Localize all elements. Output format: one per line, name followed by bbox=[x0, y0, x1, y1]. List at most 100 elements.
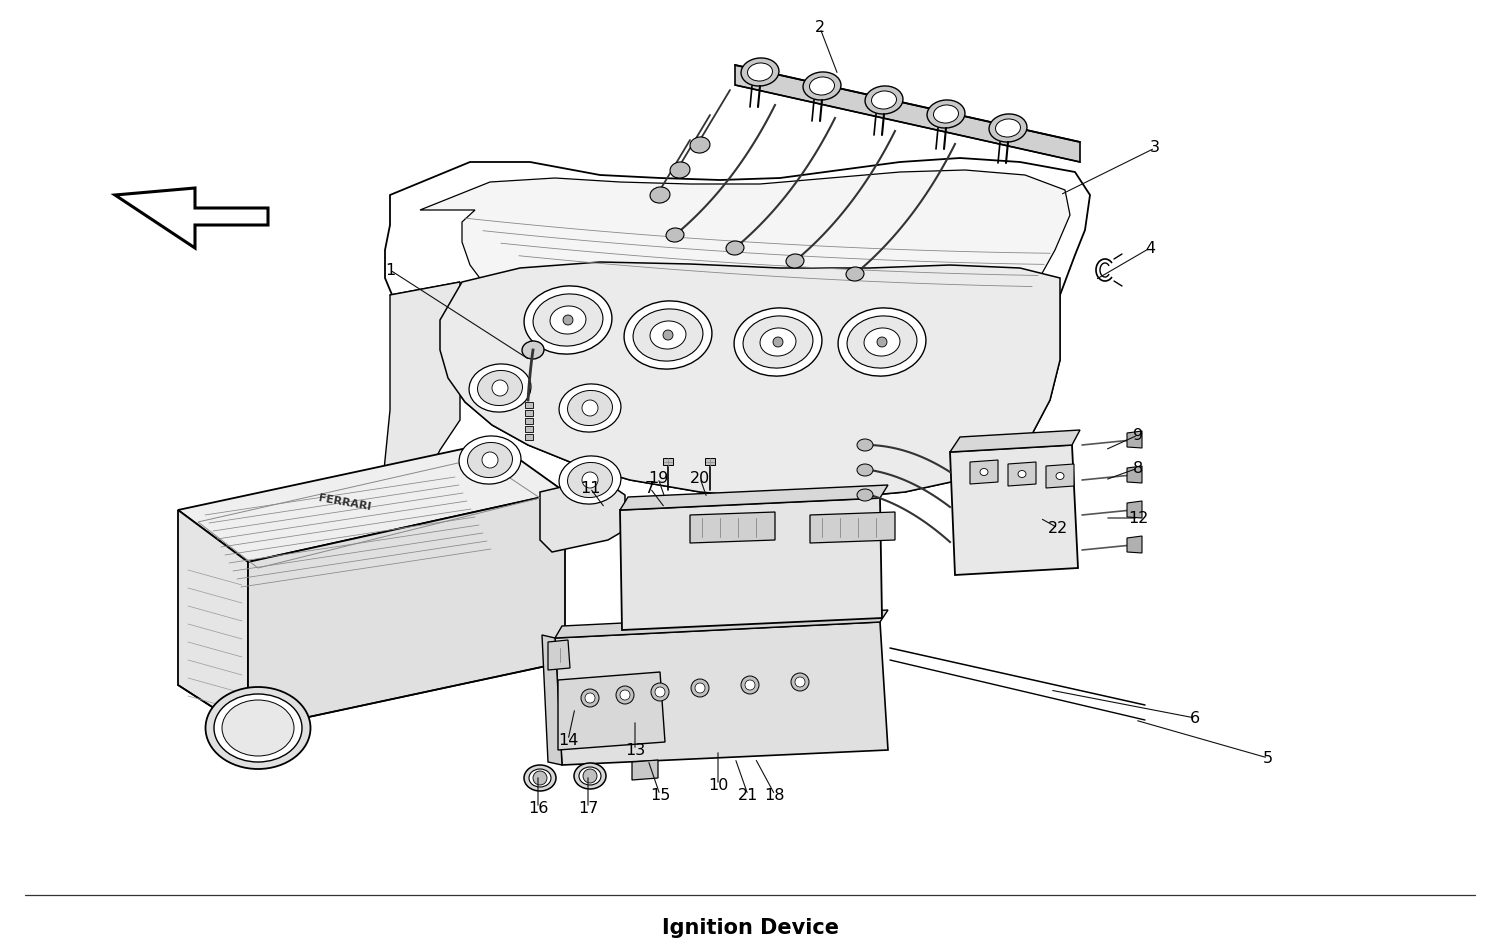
Circle shape bbox=[795, 677, 806, 687]
Ellipse shape bbox=[524, 286, 612, 354]
Ellipse shape bbox=[760, 328, 796, 356]
Ellipse shape bbox=[786, 254, 804, 268]
Text: 19: 19 bbox=[648, 470, 668, 485]
Ellipse shape bbox=[459, 436, 520, 484]
Ellipse shape bbox=[839, 307, 926, 377]
Circle shape bbox=[692, 679, 709, 697]
Text: 20: 20 bbox=[690, 470, 709, 485]
Polygon shape bbox=[178, 510, 248, 730]
Ellipse shape bbox=[747, 63, 772, 81]
Ellipse shape bbox=[810, 77, 834, 95]
Ellipse shape bbox=[530, 769, 550, 787]
Text: 17: 17 bbox=[578, 800, 598, 815]
Polygon shape bbox=[690, 512, 776, 543]
Polygon shape bbox=[540, 478, 626, 552]
Polygon shape bbox=[1126, 466, 1142, 483]
Text: 21: 21 bbox=[738, 787, 758, 802]
Text: 18: 18 bbox=[765, 787, 786, 802]
Circle shape bbox=[694, 683, 705, 693]
Ellipse shape bbox=[670, 162, 690, 178]
Polygon shape bbox=[705, 458, 716, 465]
Ellipse shape bbox=[524, 765, 556, 791]
Polygon shape bbox=[548, 640, 570, 670]
Polygon shape bbox=[542, 635, 562, 765]
Polygon shape bbox=[620, 485, 888, 510]
Ellipse shape bbox=[871, 91, 897, 109]
Text: 8: 8 bbox=[1132, 461, 1143, 476]
Text: 11: 11 bbox=[579, 481, 600, 496]
Text: 7: 7 bbox=[645, 481, 656, 496]
Ellipse shape bbox=[650, 321, 686, 349]
Polygon shape bbox=[1126, 536, 1142, 553]
Polygon shape bbox=[248, 492, 566, 730]
Ellipse shape bbox=[690, 137, 709, 153]
Ellipse shape bbox=[567, 391, 612, 426]
Circle shape bbox=[584, 769, 597, 783]
Ellipse shape bbox=[560, 456, 621, 504]
Ellipse shape bbox=[856, 489, 873, 501]
Ellipse shape bbox=[567, 463, 612, 498]
Ellipse shape bbox=[550, 306, 586, 334]
Ellipse shape bbox=[846, 267, 864, 281]
Text: FERRARI: FERRARI bbox=[318, 493, 372, 512]
Ellipse shape bbox=[624, 301, 712, 369]
Ellipse shape bbox=[222, 700, 294, 756]
Ellipse shape bbox=[522, 341, 544, 359]
Polygon shape bbox=[382, 282, 460, 570]
Polygon shape bbox=[663, 458, 674, 465]
Polygon shape bbox=[1046, 464, 1074, 488]
Polygon shape bbox=[555, 622, 888, 765]
Polygon shape bbox=[390, 282, 1060, 498]
Circle shape bbox=[651, 683, 669, 701]
Ellipse shape bbox=[933, 105, 958, 123]
Ellipse shape bbox=[666, 228, 684, 242]
Polygon shape bbox=[620, 498, 882, 630]
Text: 5: 5 bbox=[1263, 750, 1274, 765]
Circle shape bbox=[492, 380, 508, 396]
Polygon shape bbox=[386, 158, 1090, 430]
Ellipse shape bbox=[1019, 470, 1026, 478]
Ellipse shape bbox=[856, 439, 873, 451]
Circle shape bbox=[878, 337, 886, 347]
Polygon shape bbox=[1126, 501, 1142, 518]
Ellipse shape bbox=[468, 443, 513, 478]
Polygon shape bbox=[420, 170, 1070, 385]
Ellipse shape bbox=[633, 309, 704, 361]
Circle shape bbox=[772, 337, 783, 347]
Ellipse shape bbox=[470, 364, 531, 412]
Ellipse shape bbox=[856, 464, 873, 476]
Ellipse shape bbox=[206, 687, 310, 769]
Polygon shape bbox=[525, 410, 532, 416]
Ellipse shape bbox=[996, 119, 1020, 137]
Ellipse shape bbox=[980, 468, 988, 476]
Text: 12: 12 bbox=[1128, 511, 1148, 525]
Circle shape bbox=[582, 472, 598, 488]
Circle shape bbox=[656, 687, 664, 697]
Ellipse shape bbox=[865, 86, 903, 114]
Polygon shape bbox=[525, 418, 532, 424]
Circle shape bbox=[616, 686, 634, 704]
Ellipse shape bbox=[864, 328, 900, 356]
Circle shape bbox=[741, 676, 759, 694]
Ellipse shape bbox=[574, 763, 606, 789]
Text: 4: 4 bbox=[1144, 240, 1155, 255]
Ellipse shape bbox=[988, 114, 1028, 142]
Polygon shape bbox=[950, 445, 1078, 575]
Ellipse shape bbox=[532, 294, 603, 346]
Polygon shape bbox=[810, 512, 895, 543]
Text: 1: 1 bbox=[386, 262, 394, 277]
Circle shape bbox=[532, 771, 548, 785]
Circle shape bbox=[585, 693, 596, 703]
Ellipse shape bbox=[214, 694, 302, 762]
Text: 14: 14 bbox=[558, 732, 578, 747]
Circle shape bbox=[663, 330, 674, 340]
Text: 15: 15 bbox=[650, 787, 670, 802]
Circle shape bbox=[562, 315, 573, 325]
Polygon shape bbox=[525, 434, 532, 440]
Text: 22: 22 bbox=[1048, 520, 1068, 535]
Polygon shape bbox=[116, 188, 268, 248]
Polygon shape bbox=[970, 460, 998, 484]
Polygon shape bbox=[632, 760, 658, 780]
Polygon shape bbox=[950, 430, 1080, 452]
Polygon shape bbox=[525, 426, 532, 432]
